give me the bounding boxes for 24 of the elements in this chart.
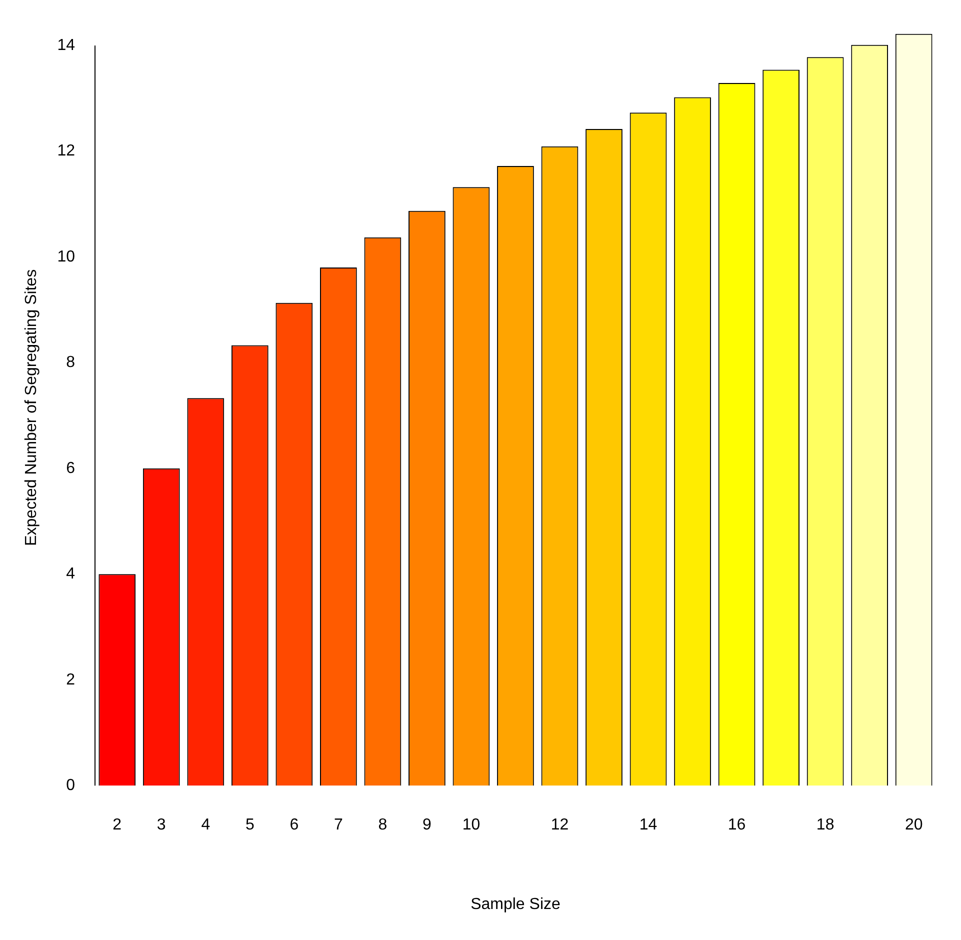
y-tick-label: 8 <box>66 354 76 372</box>
y-tick-label: 10 <box>57 248 76 266</box>
x-tick-label: 6 <box>290 816 299 834</box>
y-tick-label: 12 <box>57 142 76 160</box>
y-axis-title: Expected Number of Segregating Sites <box>23 269 40 546</box>
x-tick-label: 16 <box>728 816 746 834</box>
x-tick-label: 7 <box>334 816 343 834</box>
y-tick-label: 14 <box>57 36 76 54</box>
x-tick-label: 4 <box>201 816 210 834</box>
x-tick-label: 3 <box>156 816 166 834</box>
x-tick-label: 2 <box>112 816 122 834</box>
x-tick-label: 10 <box>462 816 480 834</box>
y-tick-label: 0 <box>66 777 76 794</box>
x-tick-label: 9 <box>422 816 432 834</box>
x-tick-label: 8 <box>378 816 388 834</box>
y-tick-label: 2 <box>66 671 76 688</box>
y-tick-label: 6 <box>66 460 76 477</box>
x-tick-label: 20 <box>904 816 923 834</box>
x-tick-label: 5 <box>245 816 254 834</box>
x-tick-label: 14 <box>639 816 658 834</box>
y-tick-label: 4 <box>66 566 76 583</box>
x-tick-label: 12 <box>550 816 569 834</box>
x-tick-label: 18 <box>816 816 834 834</box>
x-axis-title: Sample Size <box>470 896 560 913</box>
